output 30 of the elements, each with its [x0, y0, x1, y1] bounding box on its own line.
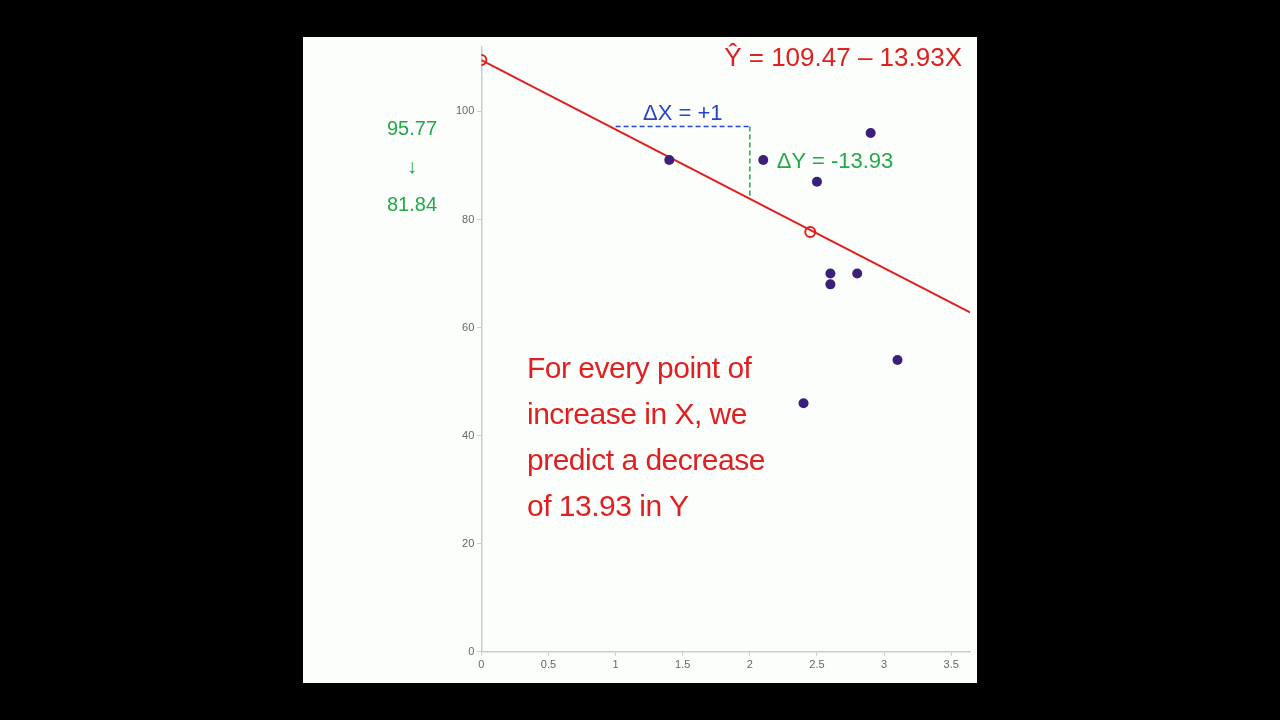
y-tick-label: 60 [462, 320, 475, 333]
point [892, 355, 903, 366]
x-tick-label: 2 [746, 658, 753, 671]
x-tick-label: 2.5 [809, 658, 825, 671]
x-tick-label: 0.5 [540, 658, 557, 671]
x-tick-label: 3 [881, 658, 888, 671]
point [758, 155, 769, 166]
y-tick-label: 0 [468, 644, 475, 657]
chart-title: Ŷ = 109.47 – 13.93X [724, 42, 962, 73]
annotation: ΔX = +1 [642, 99, 723, 125]
point [865, 128, 876, 139]
annotation: ΔY = -13.93 [776, 147, 894, 173]
point [664, 155, 675, 166]
y-tick-label: 20 [462, 536, 475, 549]
x-tick-label: 3.5 [943, 658, 959, 671]
text: 95.77 [385, 116, 439, 141]
y-tick-label: 100 [455, 104, 475, 117]
x-tick-label: 1 [612, 658, 619, 671]
point [825, 268, 836, 279]
y-tick-label: 80 [462, 212, 475, 225]
point [852, 268, 863, 279]
x-tick-label: 1.5 [675, 658, 691, 671]
point [798, 398, 809, 409]
text: 81.84 [385, 192, 439, 217]
y-tick-label: 40 [462, 428, 475, 441]
x-tick-label: 0 [478, 658, 485, 671]
annotation: For every point of increase in X, we predict a decrease of 13.93 in Y [527, 350, 765, 524]
point [811, 176, 822, 187]
point [825, 279, 836, 290]
text: ↓ [406, 154, 418, 179]
